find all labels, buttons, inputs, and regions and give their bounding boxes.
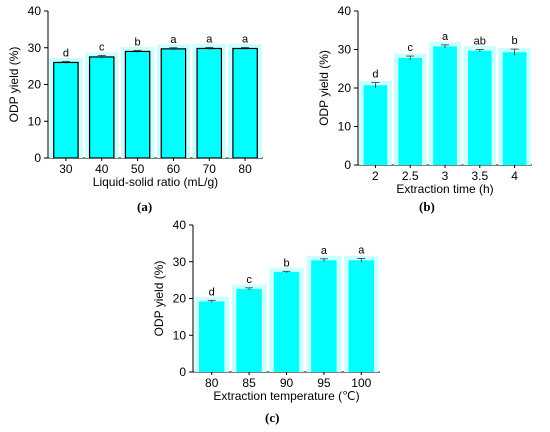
significance-letter: a: [242, 33, 249, 45]
x-axis-title: Extraction temperature (℃): [213, 389, 359, 403]
x-tick-label: 80: [238, 162, 252, 176]
significance-letter: a: [206, 33, 213, 45]
bar-3: [433, 46, 457, 165]
significance-letter: d: [372, 69, 378, 81]
y-tick-label: 30: [338, 43, 352, 57]
significance-letter: c: [407, 42, 413, 54]
x-tick-label: 3: [442, 169, 449, 183]
y-axis-title: ODP yield (%): [317, 50, 331, 126]
significance-letter: b: [135, 36, 141, 48]
y-tick-label: 0: [179, 365, 186, 379]
y-axis-title: ODP yield (%): [7, 47, 21, 123]
bar-3.5: [467, 50, 492, 165]
bar-95: [311, 260, 337, 372]
y-axis-title: ODP yield (%): [152, 261, 166, 337]
panel-label-b: (b): [419, 199, 435, 214]
bar-90: [273, 272, 300, 372]
y-tick-label: 20: [338, 81, 352, 95]
y-tick-label: 0: [344, 158, 351, 172]
x-tick-label: 95: [317, 376, 331, 390]
significance-letter: a: [321, 245, 328, 257]
x-tick-label: 3.5: [471, 169, 488, 183]
significance-letter: a: [358, 244, 365, 256]
significance-letter: b: [283, 257, 289, 269]
significance-letter: ab: [474, 36, 486, 48]
significance-letter: b: [512, 35, 518, 47]
x-tick-label: 30: [59, 162, 73, 176]
x-tick-label: 70: [203, 162, 217, 176]
y-tick-label: 30: [173, 255, 187, 269]
x-tick-label: 60: [167, 162, 181, 176]
bar-2: [363, 85, 388, 165]
x-tick-label: 100: [351, 376, 371, 390]
significance-letter: d: [209, 286, 215, 298]
y-tick-label: 10: [173, 328, 187, 342]
x-tick-label: 40: [95, 162, 109, 176]
significance-letter: c: [99, 41, 105, 53]
x-tick-label: 4: [511, 169, 518, 183]
significance-letter: a: [442, 31, 449, 43]
panel-label-c: (c): [265, 410, 280, 425]
bar-80: [198, 301, 225, 372]
bar-40: [88, 56, 115, 159]
bar-85: [236, 288, 262, 372]
x-tick-label: 80: [205, 376, 219, 390]
significance-letter: d: [63, 47, 69, 59]
x-tick-label: 2: [372, 169, 379, 183]
significance-letter: c: [246, 274, 252, 286]
x-axis-title: Liquid-solid ratio (mL/g): [93, 175, 218, 189]
x-tick-label: 90: [280, 376, 294, 390]
y-tick-label: 20: [28, 78, 42, 92]
bar-30: [53, 61, 79, 159]
y-tick-label: 40: [173, 218, 187, 232]
y-tick-label: 0: [34, 151, 41, 165]
y-tick-label: 30: [28, 41, 42, 55]
y-tick-label: 40: [338, 4, 352, 18]
bar-50: [124, 50, 151, 159]
bar-60: [160, 48, 187, 159]
y-tick-label: 10: [28, 114, 42, 128]
bar-2.5: [398, 57, 423, 165]
x-tick-label: 50: [131, 162, 145, 176]
y-tick-label: 20: [173, 292, 187, 306]
x-tick-label: 85: [242, 376, 256, 390]
panel-label-a: (a): [137, 199, 153, 214]
chart-extraction-time: 0 10 20 30 40 d 2 c 2.5 a 3 ab 3.5 b 4 Extraction time …: [317, 4, 532, 196]
bar-4: [502, 52, 527, 165]
x-tick-label: 2.5: [402, 169, 419, 183]
bar-80: [232, 47, 258, 159]
y-tick-label: 40: [28, 4, 42, 18]
bar-100: [348, 260, 375, 372]
x-axis-title: Extraction time (h): [396, 182, 493, 196]
chart-liquid-solid-ratio: 0 10 20 30 40 d 30 c 40 b 50 a 60 a 70 a 80 Liquid-solid …: [7, 4, 263, 189]
significance-letter: a: [170, 34, 177, 46]
y-tick-label: 10: [338, 120, 352, 134]
bar-70: [196, 47, 223, 159]
